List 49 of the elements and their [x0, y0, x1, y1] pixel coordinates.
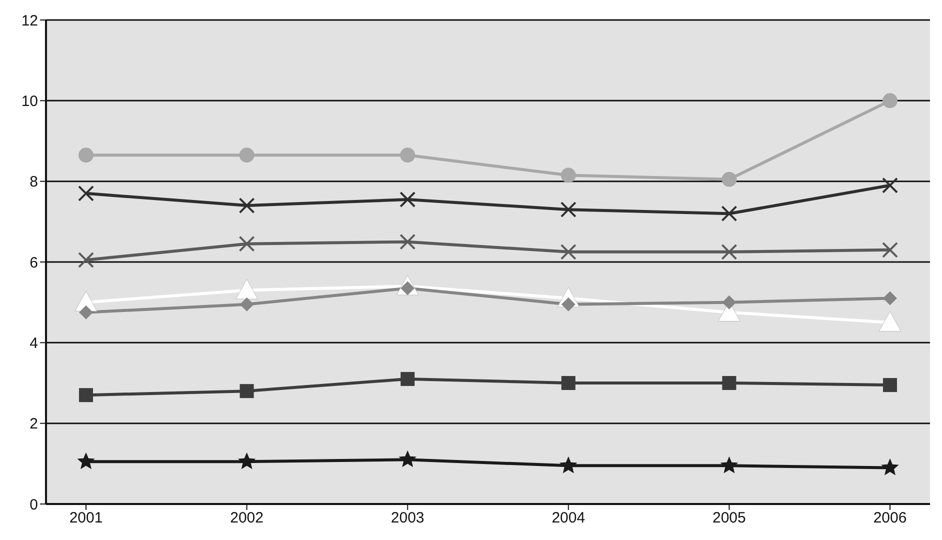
x-tick-label: 2002 — [230, 510, 264, 527]
point — [238, 198, 255, 214]
point — [238, 236, 255, 252]
x-tick-label: 2001 — [69, 510, 103, 527]
y-tick-label: 6 — [30, 254, 38, 272]
point — [721, 244, 738, 260]
point — [78, 185, 94, 202]
y-tick-label: 10 — [21, 92, 38, 110]
y-tick-label: 2 — [30, 416, 38, 433]
point — [878, 311, 902, 332]
point — [240, 297, 254, 312]
point — [400, 148, 416, 163]
point — [239, 148, 254, 163]
point — [882, 242, 898, 258]
point — [883, 378, 897, 392]
point — [236, 278, 258, 300]
point — [561, 376, 576, 390]
point — [560, 168, 576, 183]
x-tick-label: 2003 — [390, 510, 424, 527]
point — [560, 202, 576, 218]
point — [400, 372, 415, 386]
point — [78, 148, 94, 163]
y-tick-label: 0 — [30, 496, 38, 514]
point — [79, 388, 93, 402]
point — [560, 244, 576, 260]
x-tick-label: 2006 — [873, 510, 907, 527]
point — [721, 457, 738, 473]
point — [79, 305, 93, 320]
y-tick-label: 4 — [30, 334, 38, 352]
point — [883, 291, 897, 306]
point — [400, 234, 416, 250]
y-tick-label: 12 — [21, 12, 38, 30]
x-tick-label: 2005 — [712, 510, 746, 527]
point — [399, 451, 416, 467]
y-tick-label: 8 — [30, 174, 38, 191]
point — [882, 177, 898, 194]
point — [560, 457, 577, 473]
point — [238, 453, 255, 469]
point — [882, 93, 898, 108]
point — [400, 191, 416, 208]
point — [882, 459, 898, 475]
point — [240, 384, 254, 398]
point — [78, 252, 94, 268]
x-tick-label: 2004 — [552, 510, 586, 527]
point — [722, 376, 736, 390]
point — [78, 453, 94, 469]
point — [722, 295, 736, 310]
point — [722, 172, 737, 187]
point — [721, 206, 738, 222]
